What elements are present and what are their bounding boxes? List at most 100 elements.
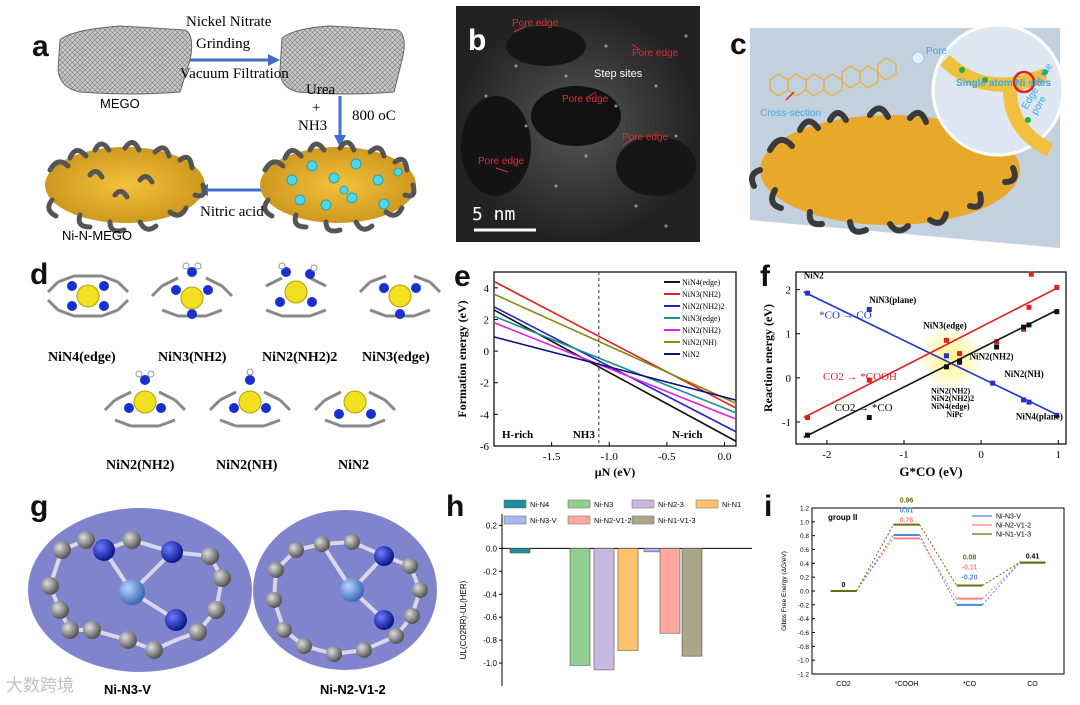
ul-difference-chart: 0.2 0.0 -0.2 -0.4 -0.6 -0.8 -1.0 Ni-N4 Ni-N3 Ni-N…	[459, 499, 752, 686]
x-tick-label: -0.5	[658, 451, 676, 463]
fit-line	[803, 291, 1059, 417]
y-tick-label: 0	[786, 373, 792, 385]
panel-e: e -6 -4 -2 0 2 4 -1.5 -1.0 -0.5 0.0 NiN4(edge) NiN3…	[452, 258, 752, 483]
y-tick-label: 0.4	[800, 561, 809, 568]
x-axis-label: G*CO (eV)	[899, 464, 962, 479]
panel-f: f -1 0 1 2 -2 -1 0 1 NiN2 NiN3(plane) *CO → CO NiN3…	[760, 258, 1080, 483]
y-tick-label: -1	[782, 417, 791, 429]
highlight-glow	[916, 324, 985, 392]
product-label: Ni-N-MEGO	[62, 228, 133, 243]
step-urea: Urea	[306, 82, 336, 98]
legend-label: Ni-N1-V1-3	[658, 516, 696, 525]
energy-connector	[919, 524, 957, 586]
label-nin2-nh: NiN2(NH)	[216, 458, 278, 473]
y-tick-label: 0.2	[486, 521, 498, 530]
x-tick-label: *COOH	[895, 681, 919, 688]
stem-image	[456, 6, 700, 242]
legend-label: Ni-N2-V1-2	[594, 516, 632, 525]
mego-slab-2	[279, 25, 405, 95]
fit-line	[803, 308, 1059, 439]
y-tick-label: 0	[484, 346, 490, 358]
data-point	[805, 415, 811, 421]
energy-connector	[982, 562, 1020, 606]
y-tick-label: 1.0	[800, 519, 809, 526]
region-label: NH3	[573, 429, 596, 441]
fit-line	[803, 286, 1059, 419]
data-point	[1026, 399, 1032, 405]
panel-label-i: i	[764, 490, 773, 523]
legend-swatch	[503, 515, 527, 525]
data-point	[1054, 412, 1060, 418]
y-tick-label: -0.2	[798, 602, 810, 609]
y-tick-label: -2	[480, 378, 489, 390]
chart-annotation: NiN2(NH2)2	[931, 394, 974, 403]
panel-b: Pore edge Pore edge Step sites Pore edge…	[456, 6, 700, 242]
y-tick-label: 0.8	[800, 533, 809, 540]
x-tick-label: CO	[1027, 681, 1038, 688]
y-tick-label: 4	[484, 283, 490, 295]
formation-energy-chart: -6 -4 -2 0 2 4 -1.5 -1.0 -0.5 0.0 NiN4(edge) NiN3(N…	[455, 271, 737, 479]
bar	[509, 548, 531, 554]
legend-label: Ni-N3-V	[530, 516, 557, 525]
panel-label-a: a	[32, 30, 49, 63]
legend-swatch	[567, 499, 591, 509]
energy-label: 0.81	[900, 508, 914, 515]
y-tick-label: 1	[786, 329, 792, 341]
y-tick-label: 0.0	[800, 589, 809, 596]
energy-connector	[982, 562, 1020, 586]
mego-label: MEGO	[100, 96, 140, 111]
data-point	[1026, 322, 1032, 328]
x-tick-label: 1	[1056, 449, 1062, 461]
data-point	[1054, 284, 1060, 290]
energy-label: -0.20	[962, 574, 978, 581]
label-ni-n2-v1-2: Ni-N2-V1-2	[320, 682, 386, 697]
energy-label: 0.08	[963, 554, 977, 561]
panel-a: a	[0, 0, 430, 250]
chart-annotation: NiN3(plane)	[869, 295, 916, 305]
x-tick-label: -2	[822, 449, 831, 461]
series-line	[493, 293, 737, 405]
y-tick-label: 2	[786, 285, 792, 297]
series-line	[493, 321, 737, 420]
data-point	[943, 337, 949, 343]
energy-label: 0.41	[1026, 554, 1040, 561]
data-point	[943, 353, 949, 359]
x-axis-label: μN (eV)	[595, 465, 635, 479]
step-grinding: Grinding	[196, 36, 251, 52]
pore-edge-label-2: Pore edge	[632, 48, 679, 59]
plot-frame	[795, 271, 1067, 445]
series-line	[493, 315, 737, 414]
label-nin2-nh22: NiN2(NH2)2	[262, 350, 338, 365]
legend-label: Ni-N3-V	[996, 514, 1021, 521]
chart-annotation: NiN2(NH2)	[931, 386, 970, 395]
structure-nin2nh22	[265, 262, 327, 318]
data-point	[1026, 304, 1032, 310]
bar	[681, 548, 703, 657]
reaction-energy-chart: -1 0 1 2 -2 -1 0 1 NiN2 NiN3(plane) *CO → CO NiN3(e…	[761, 271, 1067, 479]
x-tick-label: CO2	[836, 681, 851, 688]
panel-label-d: d	[30, 258, 49, 291]
label-nin3-nh2: NiN3(NH2)	[158, 350, 227, 365]
energy-connector	[919, 534, 957, 606]
bar	[569, 548, 591, 666]
legend-label: NiN2	[682, 350, 700, 359]
chart-annotation: NiN3(edge)	[923, 320, 967, 330]
legend-label: NiN3(NH2)	[682, 290, 721, 299]
plot-frame	[493, 271, 737, 447]
y-tick-label: -0.4	[483, 590, 497, 599]
data-point	[943, 364, 949, 370]
energy-connector	[856, 538, 894, 592]
y-tick-label: -0.6	[483, 613, 497, 622]
energy-connector	[856, 524, 894, 592]
energy-connector	[856, 534, 894, 592]
panel-a-schematic	[45, 25, 417, 234]
step-sites-label: Step sites	[594, 68, 643, 80]
y-tick-label: 1.2	[800, 506, 809, 513]
step-nitric-acid: Nitric acid	[200, 204, 264, 220]
pore-edge-label-5: Pore edge	[478, 156, 525, 167]
energy-label: 0	[842, 582, 846, 589]
ni-n-models	[28, 508, 437, 672]
structure-nin3edge	[358, 274, 442, 319]
series-line	[493, 280, 737, 409]
region-label: N-rich	[672, 429, 703, 441]
